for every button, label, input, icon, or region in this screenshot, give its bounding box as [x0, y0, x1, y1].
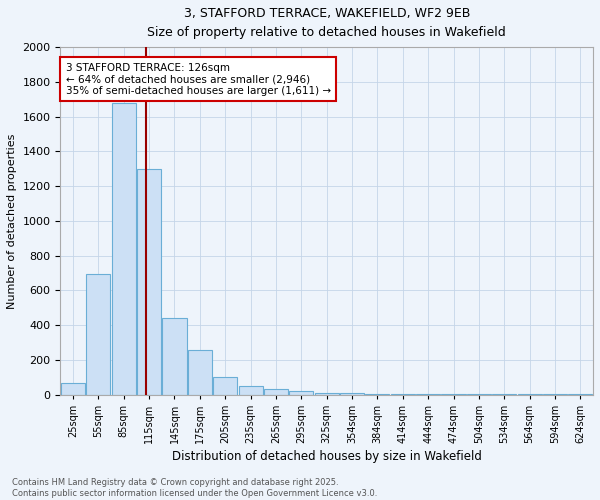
Bar — [86, 274, 110, 394]
Bar — [112, 102, 136, 395]
Bar — [61, 384, 85, 394]
Bar — [213, 378, 237, 394]
Bar — [188, 350, 212, 395]
Bar — [289, 391, 313, 394]
Bar — [314, 393, 339, 394]
Text: 3 STAFFORD TERRACE: 126sqm
← 64% of detached houses are smaller (2,946)
35% of s: 3 STAFFORD TERRACE: 126sqm ← 64% of deta… — [65, 62, 331, 96]
Bar — [137, 168, 161, 394]
Bar — [264, 390, 288, 394]
X-axis label: Distribution of detached houses by size in Wakefield: Distribution of detached houses by size … — [172, 450, 482, 463]
Bar — [340, 393, 364, 394]
Bar — [239, 386, 263, 394]
Bar — [163, 318, 187, 394]
Y-axis label: Number of detached properties: Number of detached properties — [7, 133, 17, 308]
Text: Contains HM Land Registry data © Crown copyright and database right 2025.
Contai: Contains HM Land Registry data © Crown c… — [12, 478, 377, 498]
Title: 3, STAFFORD TERRACE, WAKEFIELD, WF2 9EB
Size of property relative to detached ho: 3, STAFFORD TERRACE, WAKEFIELD, WF2 9EB … — [148, 7, 506, 39]
